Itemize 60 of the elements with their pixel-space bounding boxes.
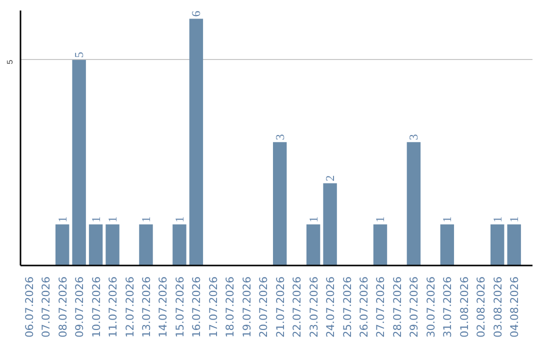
data-label: 1 bbox=[507, 216, 522, 222]
x-tick-label: 18.07.2026 bbox=[224, 276, 237, 338]
x-tick-label: 08.07.2026 bbox=[56, 276, 70, 338]
x-tick-label: 09.07.2026 bbox=[73, 276, 86, 338]
data-label: 1 bbox=[306, 216, 320, 222]
x-tick-label: 21.07.2026 bbox=[274, 276, 287, 338]
x-tick-label: 28.07.2026 bbox=[390, 276, 404, 338]
bar bbox=[72, 60, 86, 266]
x-tick-label: 23.07.2026 bbox=[307, 276, 320, 338]
x-tick-label: 25.07.2026 bbox=[340, 276, 354, 338]
data-label: 2 bbox=[323, 175, 338, 182]
x-tick-label: 12.07.2026 bbox=[123, 276, 136, 338]
bar bbox=[373, 224, 388, 266]
bar bbox=[272, 142, 287, 266]
x-tick-label: 31.07.2026 bbox=[441, 276, 454, 338]
bar bbox=[490, 224, 504, 266]
bar bbox=[406, 142, 421, 266]
x-tick-label: 24.07.2026 bbox=[324, 276, 338, 338]
data-label: 3 bbox=[272, 134, 287, 140]
x-tick-label: 02.08.2026 bbox=[474, 276, 488, 338]
bar bbox=[106, 224, 120, 266]
x-tick-label: 10.07.2026 bbox=[90, 276, 103, 338]
x-tick-label: 06.07.2026 bbox=[22, 276, 36, 338]
data-label: 3 bbox=[406, 134, 421, 140]
bar bbox=[440, 224, 454, 266]
x-tick-label: 17.07.2026 bbox=[206, 276, 220, 338]
data-label: 1 bbox=[490, 216, 504, 222]
x-tick-label: 15.07.2026 bbox=[173, 276, 186, 338]
x-tick-label: 07.07.2026 bbox=[40, 276, 53, 338]
data-label: 1 bbox=[172, 216, 186, 222]
x-tick-label: 04.08.2026 bbox=[508, 276, 522, 338]
x-tick-label: 11.07.2026 bbox=[106, 276, 120, 338]
data-label: 5 bbox=[72, 52, 86, 58]
data-label: 1 bbox=[138, 216, 153, 222]
x-tick-label: 14.07.2026 bbox=[156, 276, 170, 338]
x-tick-label: 26.07.2026 bbox=[358, 276, 371, 338]
x-tick-label: 22.07.2026 bbox=[290, 276, 304, 338]
bar bbox=[172, 224, 186, 266]
x-tick-label: 16.07.2026 bbox=[190, 276, 204, 338]
bar bbox=[507, 224, 521, 266]
bar bbox=[139, 224, 153, 266]
data-label: 1 bbox=[55, 216, 70, 222]
x-tick-label: 19.07.2026 bbox=[240, 276, 254, 338]
x-tick-label: 01.08.2026 bbox=[458, 276, 471, 338]
data-label: 1 bbox=[106, 216, 120, 222]
bar bbox=[306, 224, 320, 266]
x-tick-label: 29.07.2026 bbox=[408, 276, 421, 338]
data-label: 1 bbox=[440, 216, 454, 222]
bar bbox=[323, 183, 337, 266]
x-tick-label: 20.07.2026 bbox=[257, 276, 270, 338]
x-tick-label: 03.08.2026 bbox=[491, 276, 504, 338]
bar bbox=[189, 18, 204, 266]
bar bbox=[88, 224, 103, 266]
data-label: 1 bbox=[373, 216, 388, 222]
bar bbox=[55, 224, 70, 266]
x-tick-label: 27.07.2026 bbox=[374, 276, 388, 338]
x-tick-label: 30.07.2026 bbox=[424, 276, 438, 338]
data-label: 6 bbox=[189, 10, 204, 17]
data-label: 1 bbox=[88, 216, 103, 222]
x-tick-label: 13.07.2026 bbox=[140, 276, 153, 338]
